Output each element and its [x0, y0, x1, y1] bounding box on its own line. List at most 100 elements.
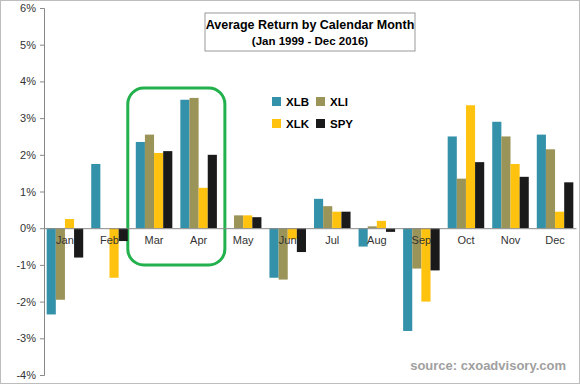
y-tick: 1%: [20, 186, 44, 198]
bar: [501, 136, 510, 228]
y-tick-mark: [40, 192, 44, 193]
y-tick-mark: [40, 81, 44, 82]
bar: [520, 177, 529, 228]
y-tick-mark: [40, 8, 44, 9]
bar: [119, 228, 128, 241]
title-frame: [205, 13, 415, 51]
plot: -4%-3%-2%-1%0%1%2%3%4%5%6%JanFebMarAprMa…: [16, 2, 576, 381]
x-tick: Jun: [279, 228, 297, 246]
bar: [252, 217, 261, 228]
y-tick-mark: [40, 155, 44, 156]
chart: -4%-3%-2%-1%0%1%2%3%4%5%6%JanFebMarAprMa…: [0, 0, 580, 384]
bar: [154, 153, 163, 228]
x-tick: Apr: [190, 228, 207, 246]
bar: [208, 155, 217, 228]
y-tick: 0%: [20, 222, 44, 234]
bars: [47, 98, 574, 331]
bar: [431, 228, 440, 270]
bar: [65, 219, 74, 228]
legend-swatch: [272, 119, 281, 128]
highlight-box: [128, 88, 225, 265]
legend-label: XLB: [286, 96, 309, 108]
bar: [492, 122, 501, 228]
y-axis-line: [40, 9, 45, 376]
y-tick: 3%: [20, 112, 44, 124]
x-tick: Nov: [501, 228, 521, 246]
legend-swatch: [316, 119, 325, 128]
bar: [466, 105, 475, 228]
legend-entry: XLK: [272, 118, 310, 130]
x-tick: Feb: [100, 228, 119, 246]
y-tick: -4%: [16, 369, 44, 381]
x-tick-label: Dec: [545, 234, 565, 246]
bar: [368, 226, 377, 228]
y-tick-mark: [40, 228, 44, 229]
y-tick-label: 4%: [20, 75, 36, 87]
y-tick-mark: [40, 338, 44, 339]
bar: [199, 188, 208, 228]
x-tick-label: Aug: [367, 234, 387, 246]
legend: XLB XLI XLK SPY: [272, 96, 353, 130]
bar: [269, 228, 278, 278]
x-tick: Aug: [367, 228, 387, 246]
bar: [234, 215, 243, 228]
x-tick-label: Oct: [457, 234, 474, 246]
x-tick-label: Nov: [501, 234, 521, 246]
y-tick-label: -2%: [16, 296, 36, 308]
x-axis: Jan Feb Mar Apr May Jun Jul Aug Sep Oct Nov Dec: [45, 228, 577, 246]
bar: [457, 179, 466, 229]
legend-label: XLI: [330, 96, 348, 108]
y-tick-label: 0%: [20, 222, 36, 234]
bar: [243, 215, 252, 228]
bar: [297, 228, 306, 252]
x-tick-label: Jan: [56, 234, 74, 246]
y-tick-label: -1%: [16, 259, 36, 271]
x-tick: Sep: [412, 228, 432, 246]
bar: [332, 212, 341, 229]
x-tick-label: Feb: [100, 234, 119, 246]
y-tick: -1%: [16, 259, 44, 271]
y-tick-mark: [40, 302, 44, 303]
x-axis-line: [45, 228, 577, 229]
bar: [323, 206, 332, 228]
bar: [341, 212, 350, 229]
annotation: source: cxoadvisory.com: [410, 358, 566, 373]
bar: [145, 135, 154, 229]
bar: [546, 149, 555, 228]
y-tick-label: -3%: [16, 332, 36, 344]
bar: [448, 136, 457, 228]
y-tick: 6%: [20, 2, 44, 14]
y-tick-mark: [40, 375, 44, 376]
bar: [377, 221, 386, 228]
bar: [136, 142, 145, 228]
x-tick: May: [233, 228, 254, 246]
legend-entry: SPY: [316, 118, 353, 130]
bar: [74, 228, 83, 257]
y-tick-label: 2%: [20, 149, 36, 161]
bar: [511, 164, 520, 228]
x-tick-label: Apr: [190, 234, 207, 246]
y-tick-mark: [40, 45, 44, 46]
y-tick: 4%: [20, 75, 44, 87]
legend-swatch: [272, 97, 281, 106]
y-tick-mark: [40, 118, 44, 119]
y-tick-label: 3%: [20, 112, 36, 124]
y-tick-label: -4%: [16, 369, 36, 381]
y-tick-label: 6%: [20, 2, 36, 14]
legend-label: SPY: [330, 118, 353, 130]
bar: [314, 199, 323, 228]
y-tick: 2%: [20, 149, 44, 161]
y-tick: -2%: [16, 296, 44, 308]
title: Average Return by Calendar Month: [206, 18, 415, 32]
legend-label: XLK: [286, 118, 310, 130]
bar: [163, 151, 172, 228]
x-tick-label: Jul: [325, 234, 339, 246]
x-tick: Jul: [325, 228, 339, 246]
bar: [555, 212, 564, 229]
bar: [91, 164, 100, 228]
y-tick-mark: [40, 265, 44, 266]
legend-swatch: [316, 97, 325, 106]
x-tick: Dec: [545, 228, 565, 246]
x-tick: Mar: [145, 228, 164, 246]
y-tick: -3%: [16, 332, 44, 344]
